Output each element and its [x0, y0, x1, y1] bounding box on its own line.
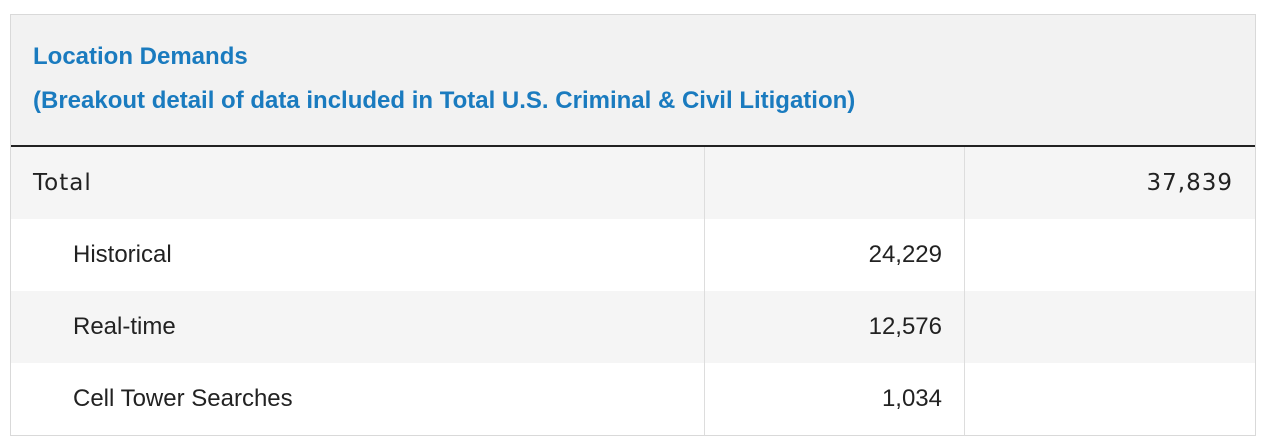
table-panel: Location Demands (Breakout detail of dat…: [10, 14, 1256, 436]
empty-cell: [704, 147, 964, 219]
empty-cell: [964, 363, 1255, 435]
row-value: 12,576: [704, 291, 964, 363]
total-label: Total: [33, 170, 92, 196]
header: Location Demands (Breakout detail of dat…: [11, 15, 1255, 147]
row-value: 1,034: [704, 363, 964, 435]
row-label: Real-time: [73, 313, 176, 340]
title: Location Demands: [33, 43, 248, 70]
total-value: 37,839: [964, 147, 1255, 219]
table-row: Historical 24,229: [11, 219, 1255, 291]
subtitle: (Breakout detail of data included in Tot…: [33, 87, 856, 114]
row-label: Cell Tower Searches: [73, 385, 293, 412]
total-row: Total 37,839: [11, 147, 1255, 219]
table-row: Real-time 12,576: [11, 291, 1255, 363]
table-row: Cell Tower Searches 1,034: [11, 363, 1255, 435]
empty-cell: [964, 219, 1255, 291]
row-value: 24,229: [704, 219, 964, 291]
row-label: Historical: [73, 241, 172, 268]
empty-cell: [964, 291, 1255, 363]
